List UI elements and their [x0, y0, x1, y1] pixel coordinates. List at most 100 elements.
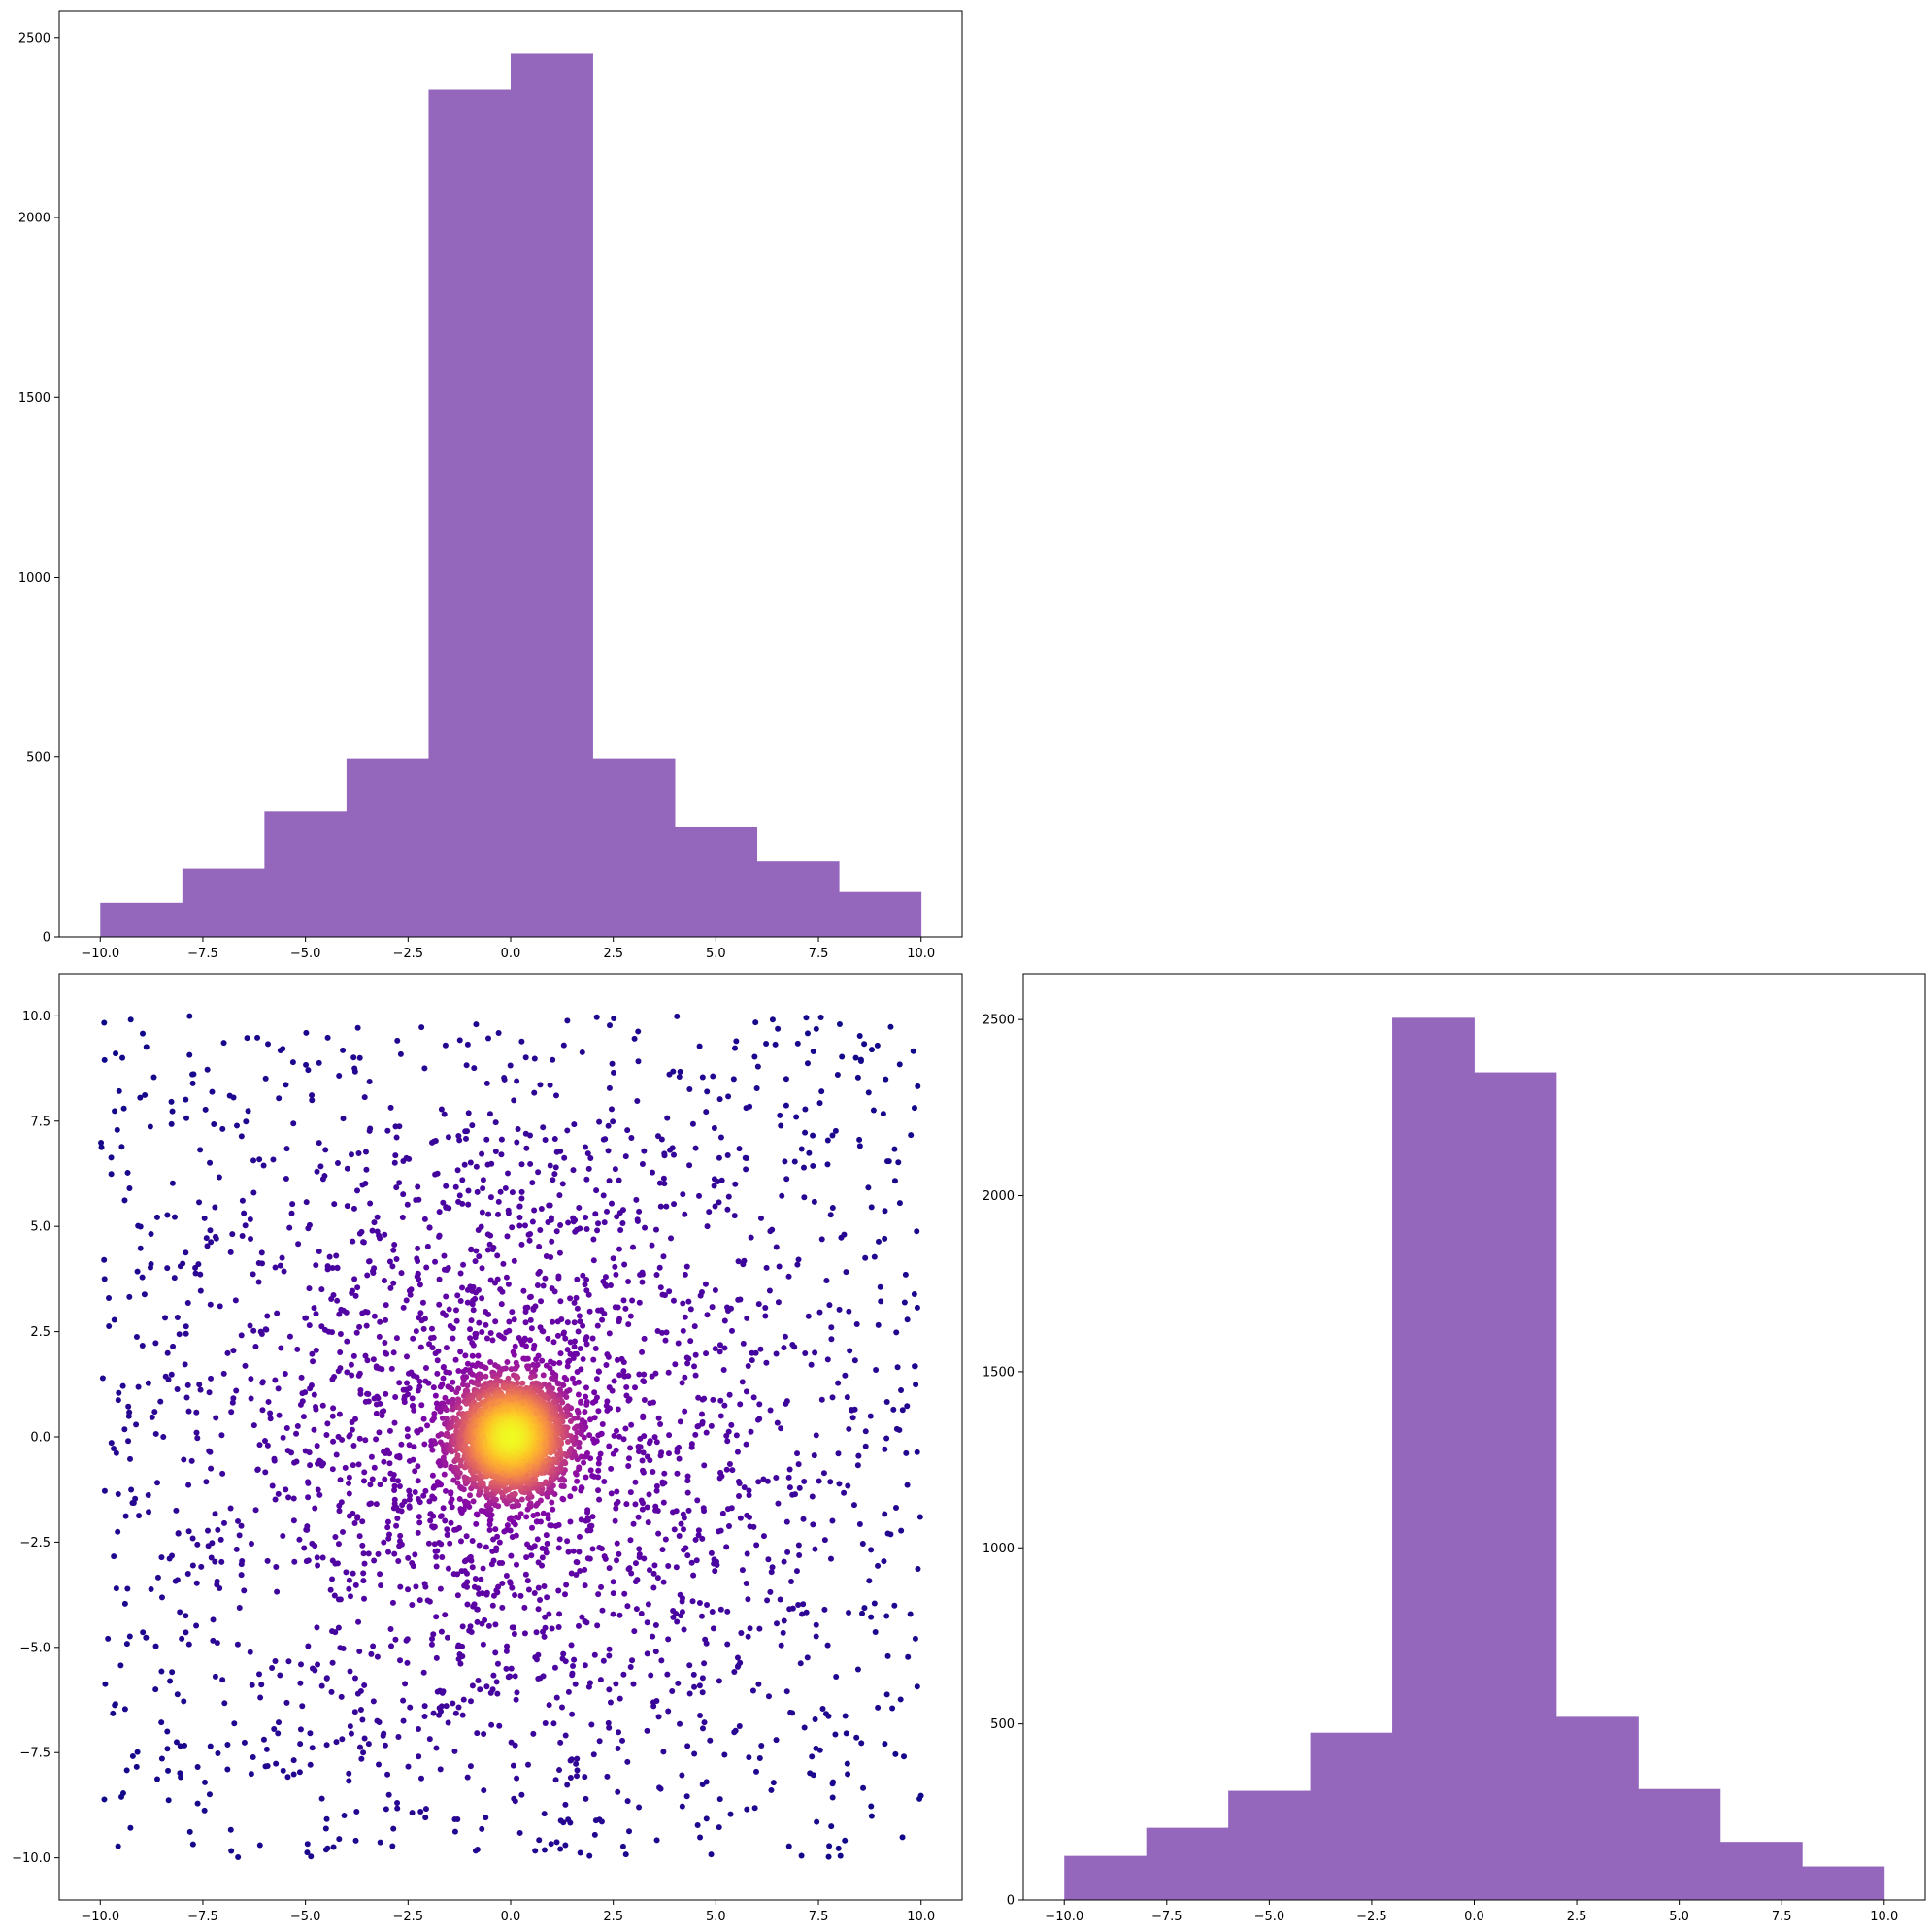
scatter-point	[248, 1395, 254, 1402]
scatter-point	[716, 1096, 723, 1103]
scatter-point	[694, 1821, 701, 1828]
scatter-point	[185, 1482, 192, 1488]
scatter-point	[737, 1659, 744, 1666]
scatter-point	[262, 1075, 269, 1082]
scatter-point	[113, 1449, 119, 1456]
scatter-point	[356, 1323, 363, 1330]
scatter-point	[540, 1282, 547, 1289]
scatter-point	[127, 1824, 134, 1831]
scatter-point	[634, 1097, 641, 1104]
scatter-point	[332, 1629, 339, 1636]
scatter-point	[230, 1348, 237, 1354]
scatter-point	[207, 1449, 214, 1455]
scatter-point	[756, 1401, 763, 1408]
scatter-point	[620, 1436, 627, 1443]
scatter-point	[452, 1356, 459, 1363]
scatter-point	[479, 1265, 485, 1272]
scatter-point	[503, 1526, 510, 1533]
scatter-point	[306, 1285, 313, 1292]
scatter-point	[316, 1059, 322, 1066]
scatter-point	[250, 1271, 256, 1278]
scatter-point	[139, 1274, 146, 1281]
scatter-point	[516, 1203, 523, 1210]
scatter-point	[548, 1254, 554, 1261]
scatter-point	[556, 1536, 563, 1543]
scatter-point	[721, 1402, 728, 1409]
scatter-point	[814, 1818, 820, 1825]
scatter-point	[545, 1335, 551, 1342]
scatter-point	[572, 1470, 579, 1477]
scatter-point	[737, 1515, 744, 1521]
scatter-point	[696, 1599, 703, 1606]
scatter-point	[430, 1631, 437, 1638]
scatter-point	[454, 1571, 461, 1578]
scatter-point	[344, 1369, 350, 1376]
scatter-point	[624, 1758, 631, 1765]
scatter-point	[614, 1488, 620, 1495]
scatter-point	[202, 1779, 208, 1785]
scatter-point	[448, 1423, 454, 1430]
scatter-point	[704, 1312, 711, 1318]
scatter-point	[217, 1303, 223, 1310]
scatter-point	[591, 1651, 598, 1658]
scatter-point	[801, 1724, 808, 1731]
scatter-point	[699, 1535, 706, 1542]
scatter-point	[594, 1227, 601, 1234]
scatter-point	[901, 1753, 908, 1760]
scatter-point	[183, 1394, 190, 1401]
scatter-point	[183, 1096, 189, 1103]
scatter-point	[784, 1549, 791, 1555]
scatter-point	[540, 1510, 547, 1516]
scatter-point	[99, 1375, 106, 1382]
scatter-point	[595, 1591, 602, 1598]
scatter-point	[671, 1526, 678, 1533]
scatter-point	[252, 1507, 259, 1514]
scatter-point	[435, 1348, 442, 1354]
scatter-point	[404, 1353, 410, 1360]
scatter-point	[442, 1449, 449, 1456]
scatter-point	[486, 1526, 493, 1533]
scatter-point	[305, 1480, 312, 1486]
scatter-point	[293, 1430, 300, 1437]
scatter-point	[571, 1299, 578, 1306]
scatter-point	[364, 1309, 371, 1316]
scatter-point	[860, 1784, 867, 1791]
scatter-point	[608, 1490, 615, 1497]
scatter-point	[235, 1854, 242, 1860]
scatter-point	[580, 1272, 586, 1279]
scatter-point	[843, 1730, 849, 1737]
scatter-point	[504, 1233, 511, 1240]
scatter-point	[132, 1495, 139, 1502]
scatter-point	[479, 1825, 485, 1832]
scatter-point	[586, 1852, 593, 1859]
scatter-point	[663, 1329, 670, 1336]
scatter-point	[323, 1815, 330, 1822]
scatter-point	[590, 1356, 597, 1363]
scatter-point	[467, 1763, 474, 1770]
scatter-point	[250, 1327, 257, 1334]
scatter-point	[256, 1156, 263, 1163]
scatter-point	[684, 1552, 691, 1559]
scatter-point	[143, 1044, 150, 1050]
scatter-point	[695, 1394, 702, 1401]
scatter-point	[416, 1282, 423, 1288]
scatter-point	[314, 1168, 320, 1175]
scatter-point	[661, 1152, 668, 1159]
scatter-point	[511, 1097, 517, 1104]
scatter-point	[485, 1622, 492, 1629]
scatter-point	[336, 1508, 343, 1515]
scatter-point	[477, 1477, 483, 1483]
scatter-point	[411, 1444, 417, 1450]
scatter-point	[129, 1752, 136, 1759]
scatter-point	[239, 1197, 246, 1204]
scatter-point	[158, 1719, 165, 1726]
scatter-point	[610, 1579, 616, 1585]
scatter-point	[158, 1594, 165, 1601]
scatter-point	[337, 1349, 344, 1355]
scatter-point	[499, 1560, 506, 1567]
scatter-point	[745, 1633, 751, 1640]
scatter-point	[871, 1253, 878, 1260]
scatter-point	[859, 1610, 866, 1616]
scatter-point	[338, 1693, 345, 1700]
scatter-point	[303, 1315, 310, 1321]
